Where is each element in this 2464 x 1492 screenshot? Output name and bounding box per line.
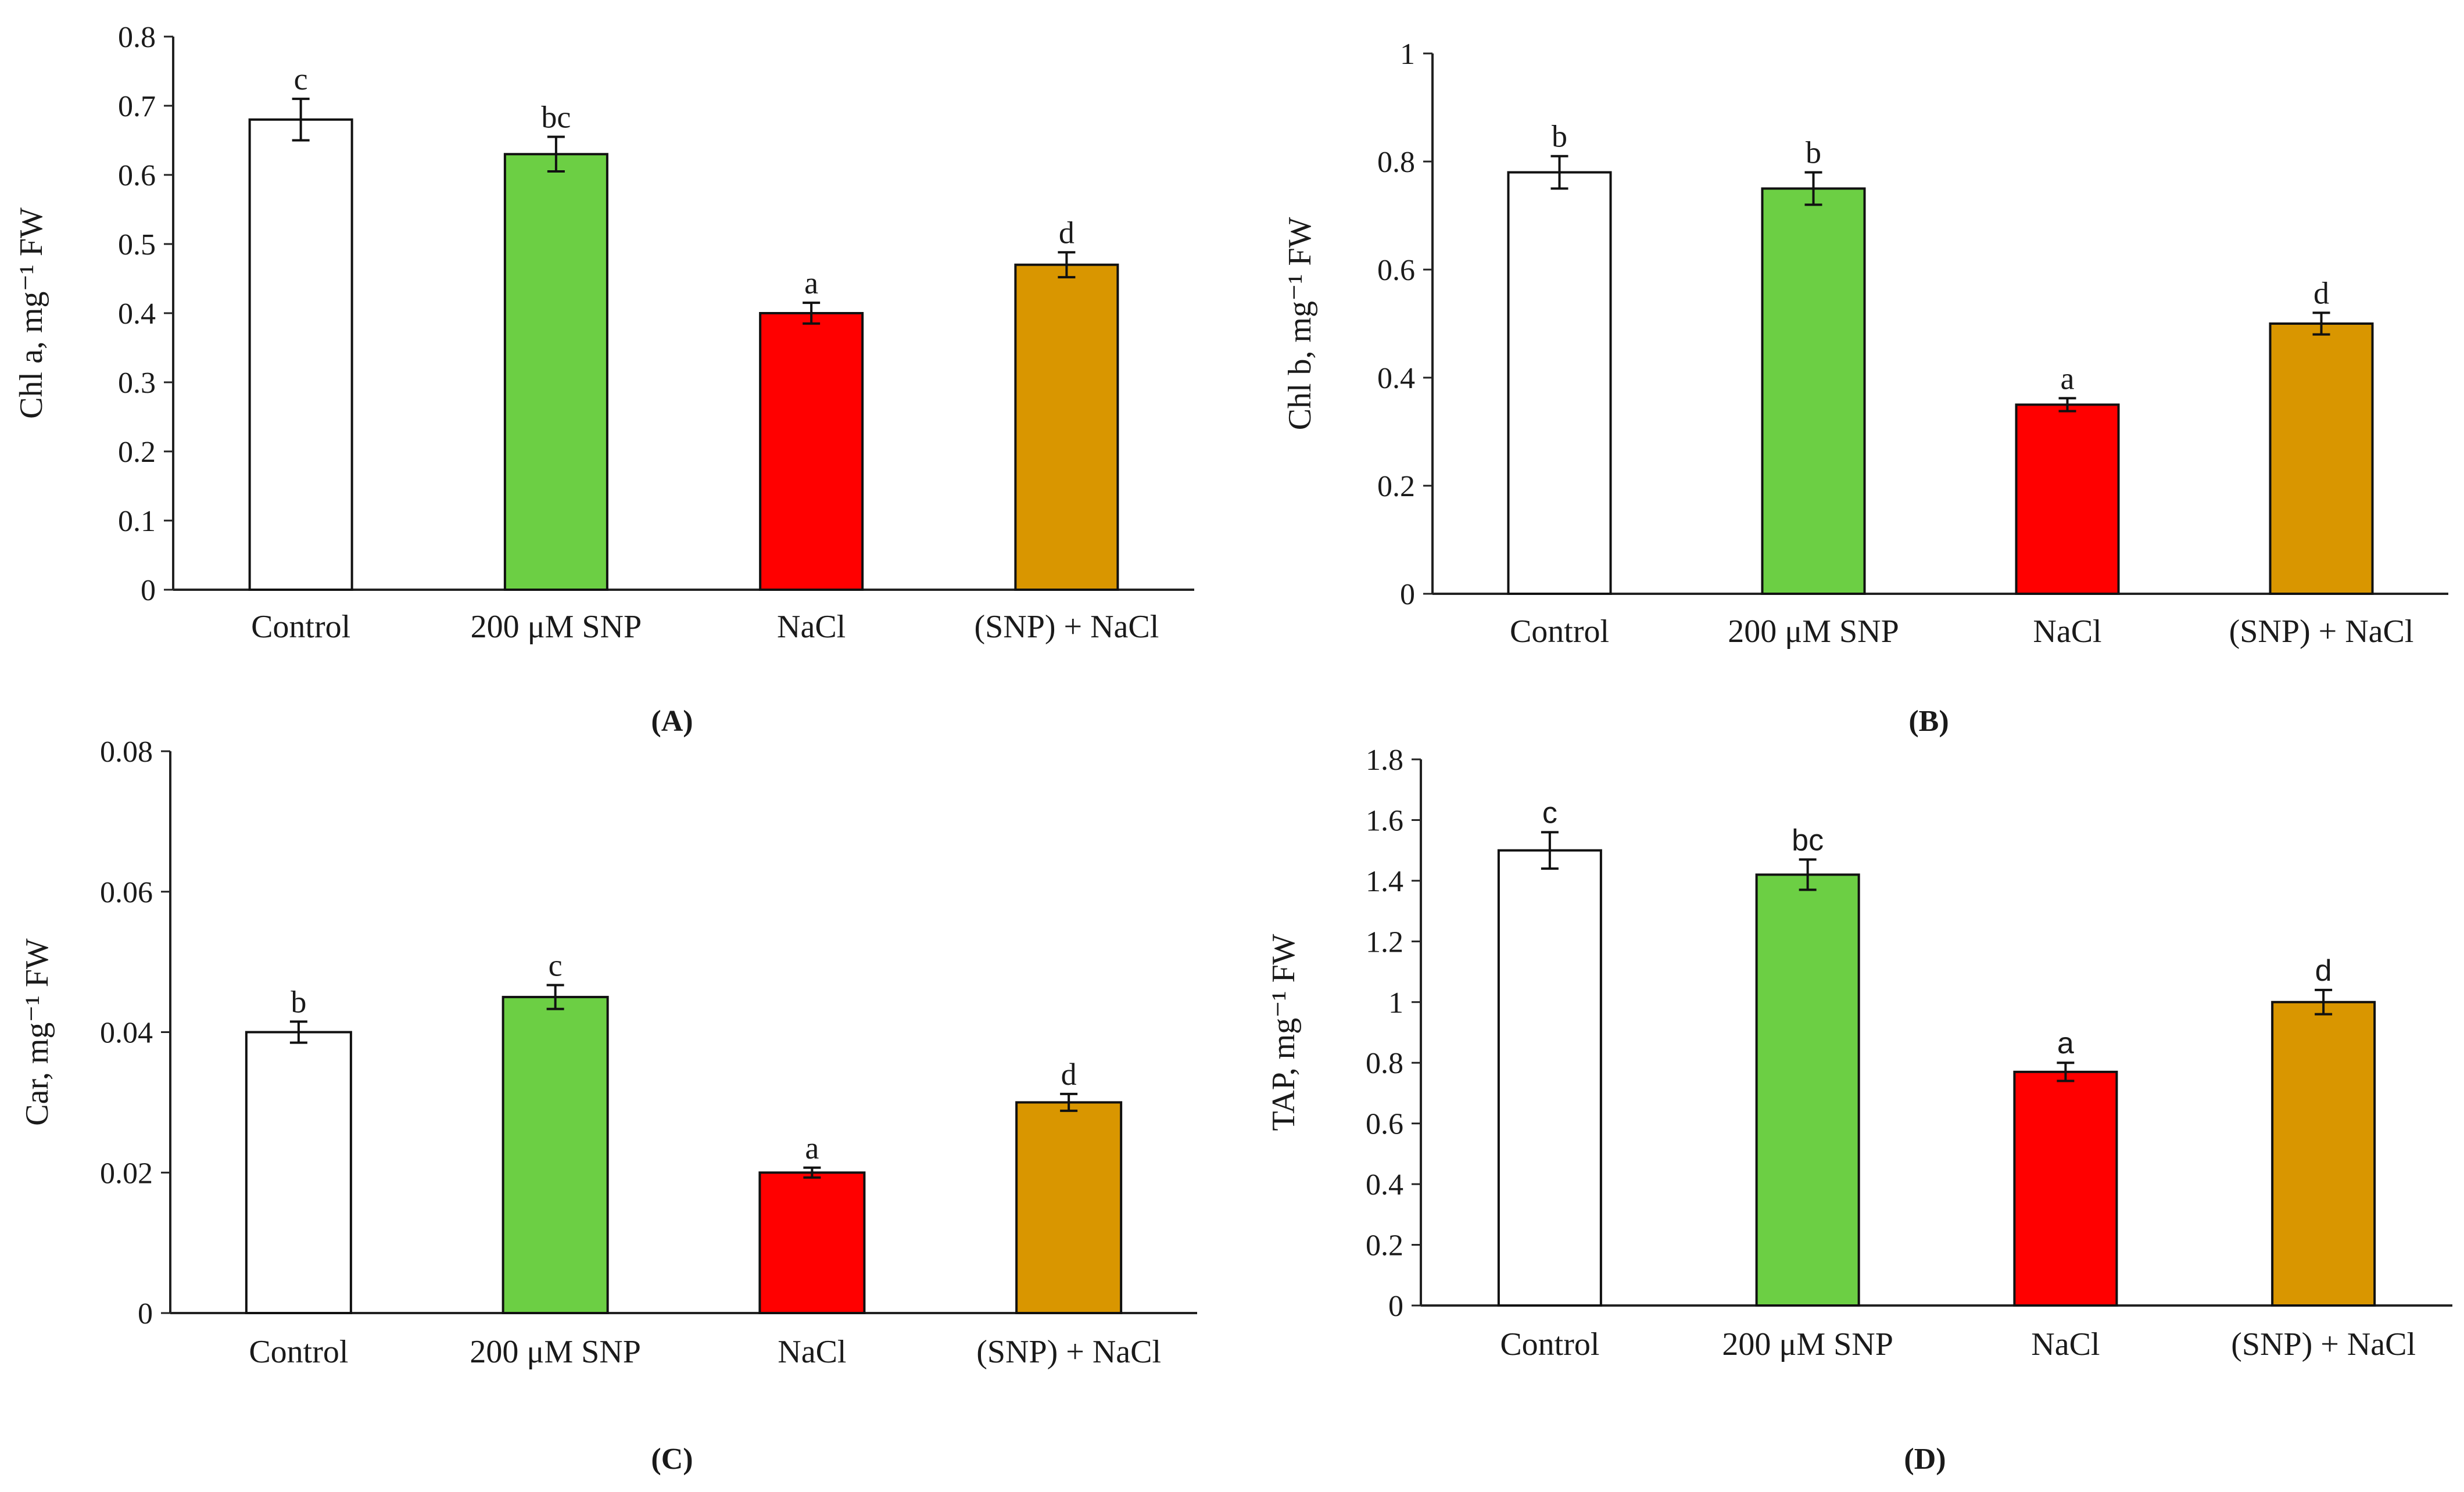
panel-b: 0 0.2 0.4 0.6 0.8 1 b Control b 200 μM SNP a NaCl d (… [1282,38,2448,738]
y-tick-label: 0.7 [118,90,156,123]
significance-letter: c [1542,796,1557,830]
y-tick-label: 0.8 [1366,1047,1403,1080]
y-tick-label: 1.6 [1366,804,1403,837]
bar[interactable] [1497,849,1602,1307]
category-label: Control [1500,1326,1599,1362]
y-axis-title: TAP, mg⁻¹ FW [1266,934,1302,1131]
significance-letter: d [2315,954,2332,988]
category-label: Control [251,609,350,645]
y-tick-label: 0 [1388,1290,1403,1323]
panel-label: (D) [1904,1443,1946,1476]
category-label: (SNP) + NaCl [2229,614,2414,650]
significance-letter: c [549,948,563,983]
y-tick-label: 0.4 [1366,1168,1403,1202]
y-tick-label: 0.8 [118,21,156,54]
significance-letter: a [2057,1027,2074,1060]
y-tick-label: 0.08 [100,736,153,769]
y-tick-label: 0.6 [1366,1108,1403,1141]
category-label: NaCl [778,1334,846,1370]
y-tick-label: 0.3 [118,367,156,400]
category-label: NaCl [2031,1326,2100,1362]
panel-label: (C) [651,1443,693,1476]
bar[interactable] [2015,403,2120,595]
significance-letter: bc [541,100,571,135]
significance-letter: d [1059,215,1075,250]
y-tick-label: 0.8 [1377,146,1415,179]
significance-letter: bc [1792,823,1824,857]
panel-label: (A) [651,705,693,738]
y-tick-label: 0.1 [118,505,156,538]
bar[interactable] [759,312,864,591]
panel-c: 0 0.02 0.04 0.06 0.08 b Control c 200 μM SNP a NaC… [19,736,1197,1476]
y-tick-label: 0.06 [100,876,153,909]
bar[interactable] [1015,1101,1123,1314]
significance-letter: b [1552,119,1567,154]
bar[interactable] [1755,873,1860,1307]
y-tick-label: 1.8 [1366,744,1403,777]
category-label: 200 μM SNP [1728,614,1899,650]
category-label: 200 μM SNP [471,609,642,645]
bar[interactable] [248,118,353,591]
y-tick-label: 1 [1388,987,1403,1020]
y-tick-label: 0 [138,1297,153,1330]
y-tick-label: 0.02 [100,1157,153,1190]
y-tick-label: 0.4 [118,297,156,331]
bar[interactable] [2271,1000,2376,1307]
y-tick-label: 1.4 [1366,865,1403,898]
significance-letter: d [1061,1057,1077,1092]
significance-letter: c [294,62,308,96]
bar[interactable] [1507,171,1612,596]
y-tick-label: 0.2 [1366,1229,1403,1263]
significance-letter: a [804,266,818,300]
y-tick-label: 0.2 [1377,470,1415,503]
y-tick-label: 0.4 [1377,362,1415,395]
y-tick-label: 0.5 [118,228,156,261]
y-tick-label: 1 [1400,38,1415,71]
bar[interactable] [1761,187,1866,595]
significance-letter: a [805,1131,819,1165]
y-tick-label: 0.6 [118,159,156,192]
y-tick-label: 1.2 [1366,926,1403,959]
bar[interactable] [2269,322,2374,595]
significance-letter: b [1806,135,1821,170]
category-label: (SNP) + NaCl [2231,1326,2416,1362]
y-axis-title: Car, mg⁻¹ FW [19,938,55,1126]
category-label: 200 μM SNP [1722,1326,1893,1362]
y-tick-label: 0.6 [1377,254,1415,287]
category-label: NaCl [2033,614,2101,650]
panel-a: 0 0.1 0.2 0.3 0.4 0.5 0.6 0.7 0.8 c Control bc 200 μ… [13,21,1194,738]
category-label: NaCl [777,609,846,645]
y-axis-title: Chl b, mg⁻¹ FW [1282,217,1318,430]
bar[interactable] [2013,1070,2118,1307]
category-label: (SNP) + NaCl [976,1334,1161,1370]
significance-letter: d [2313,275,2329,310]
category-label: Control [1510,614,1609,650]
y-tick-label: 0.04 [100,1017,153,1050]
significance-letter: a [2061,361,2075,396]
y-tick-label: 0 [1400,578,1415,611]
bar[interactable] [1014,263,1119,591]
panel-d: 0 0.2 0.4 0.6 0.8 1 1.2 1.4 1.6 1.8 c Control bc 200 … [1266,744,2452,1476]
category-label: (SNP) + NaCl [974,609,1159,645]
bar[interactable] [502,996,609,1314]
bar[interactable] [758,1171,866,1314]
panel-label: (B) [1908,705,1949,738]
y-tick-label: 0 [141,574,156,607]
bar[interactable] [245,1031,352,1314]
category-label: 200 μM SNP [470,1334,641,1370]
y-tick-label: 0.2 [118,436,156,469]
significance-letter: b [291,984,306,1019]
category-label: Control [249,1334,348,1370]
y-axis-title: Chl a, mg⁻¹ FW [13,207,49,419]
bar[interactable] [503,153,608,591]
